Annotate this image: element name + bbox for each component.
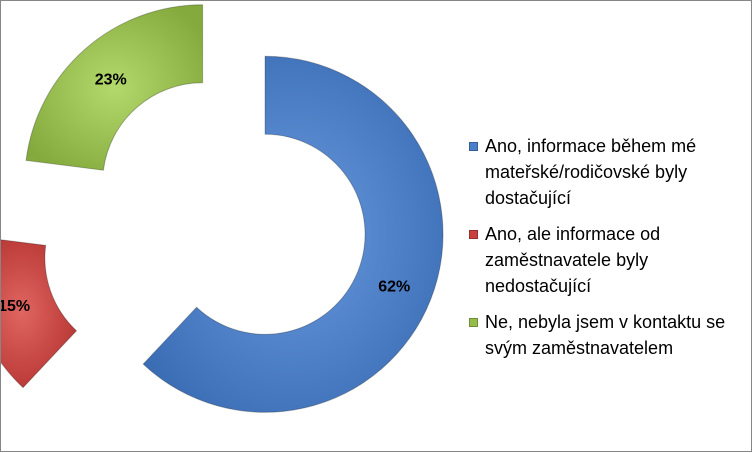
legend-swatch-1 bbox=[469, 230, 478, 239]
legend: Ano, informace během mé mateřské/rodičov… bbox=[469, 133, 739, 371]
data-label-1: 15% bbox=[1, 298, 30, 315]
slice-0 bbox=[142, 55, 444, 413]
legend-item-0: Ano, informace během mé mateřské/rodičov… bbox=[469, 133, 739, 211]
legend-swatch-2 bbox=[469, 318, 478, 327]
data-label-0: 62% bbox=[378, 278, 410, 295]
data-label-2: 23% bbox=[95, 71, 127, 88]
legend-swatch-0 bbox=[469, 142, 478, 151]
legend-item-2: Ne, nebyla jsem v kontaktu se svým zaměs… bbox=[469, 309, 739, 361]
doughnut-slices bbox=[1, 4, 444, 413]
slice-1 bbox=[1, 239, 78, 389]
doughnut-data-labels: 62% 15% 23% bbox=[1, 71, 410, 314]
legend-label-1: Ano, ale informace od zaměstnavatele byl… bbox=[485, 224, 661, 296]
legend-label-0: Ano, informace během mé mateřské/rodičov… bbox=[485, 136, 697, 208]
slice-2 bbox=[25, 4, 204, 171]
legend-label-2: Ne, nebyla jsem v kontaktu se svým zaměs… bbox=[485, 312, 726, 358]
legend-item-1: Ano, ale informace od zaměstnavatele byl… bbox=[469, 221, 739, 299]
